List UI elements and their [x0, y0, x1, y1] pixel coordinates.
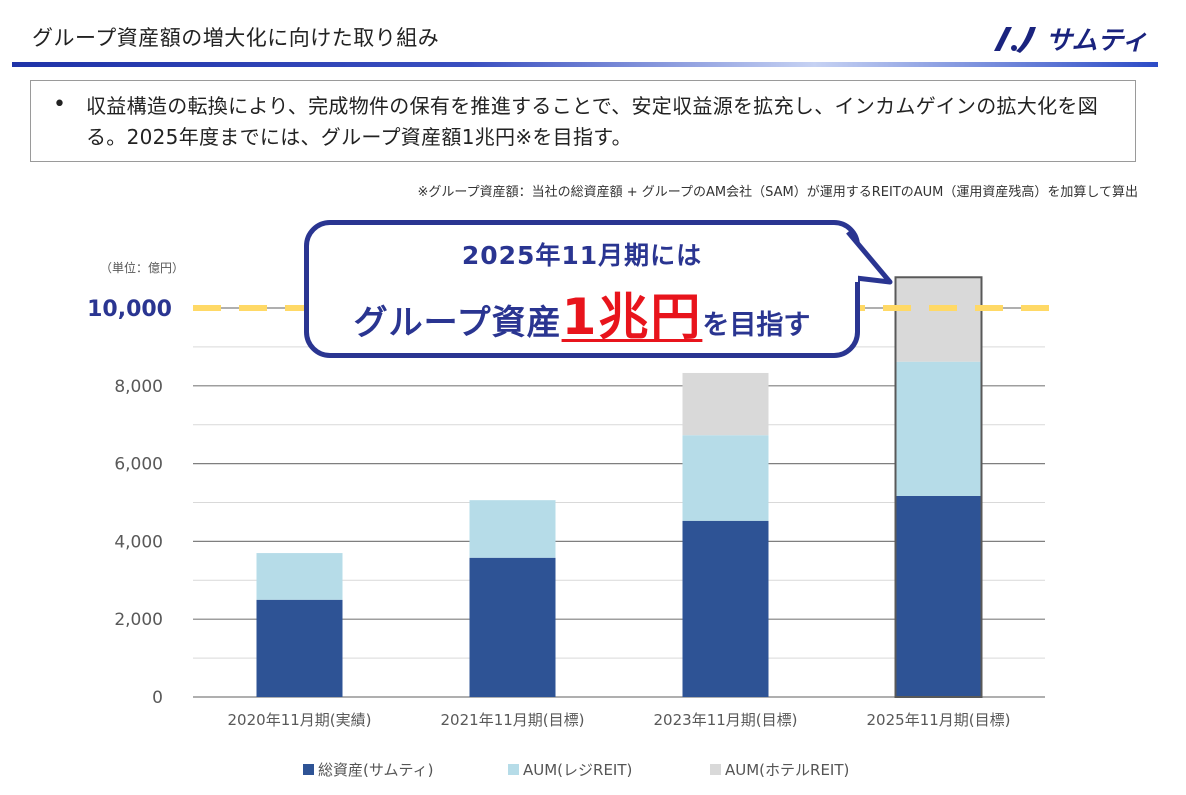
y-tick-label: 6,000 [114, 455, 163, 475]
summary-text: 収益構造の転換により、完成物件の保有を推進することで、安定収益源を拡充し、インカ… [86, 94, 1098, 149]
bar-segment [469, 500, 556, 558]
bar-segment [682, 520, 769, 697]
callout-pointer [846, 230, 893, 285]
bar-segment [682, 372, 769, 436]
legend-label: AUM(ホテルREIT) [725, 761, 850, 779]
legend-swatch [303, 764, 314, 775]
bar-segment [469, 557, 556, 697]
logo-text: サムティ [1046, 26, 1148, 56]
logo-mark-swoosh-2 [1016, 27, 1036, 53]
callout-suffix: を目指す [702, 310, 811, 341]
y-tick-label: 2,000 [114, 610, 163, 630]
legend-swatch [508, 764, 519, 775]
legend-label: 総資産(サムティ) [318, 761, 434, 779]
target-line-label: 10,000 [87, 297, 172, 322]
bars [256, 276, 983, 698]
logo-mark-swoosh-1 [994, 27, 1012, 51]
legend-item: AUM(ホテルREIT) [710, 759, 849, 780]
y-tick-label: 4,000 [114, 532, 163, 552]
summary-bullet: • [53, 92, 66, 117]
page-title: グループ資産額の増大化に向けた取り組み [32, 26, 440, 50]
x-tick-label: 2025年11月期(目標) [867, 711, 1011, 729]
bar-segment [256, 553, 343, 600]
legend-item: AUM(レジREIT) [508, 759, 632, 780]
bar-segment [895, 361, 982, 496]
callout-line2: グループ資産1兆円を目指す [309, 277, 855, 349]
logo-mark-dot [1011, 45, 1017, 51]
bar-outline [894, 276, 983, 698]
bar-segment [256, 599, 343, 697]
bar-segment [682, 435, 769, 521]
footnote: ※グループ資産額：当社の総資産額 + グループのAM会社（SAM）が運用するRE… [417, 185, 1138, 200]
callout-main: グループ資産 [353, 303, 562, 343]
bar-segment [895, 277, 982, 362]
callout-emphasis: 1兆円 [561, 288, 703, 346]
chart-legend: 総資産(サムティ) AUM(レジREIT) AUM(ホテルREIT) [0, 759, 1186, 781]
y-tick-label: 8,000 [114, 377, 163, 397]
x-tick-label: 2021年11月期(目標) [441, 711, 585, 729]
callout-line1: 2025年11月期には [461, 241, 703, 270]
samty-logo: サムティ [994, 26, 1148, 56]
header-divider [12, 62, 1158, 67]
unit-label: （単位：億円） [100, 260, 184, 275]
bar-segment [895, 495, 982, 697]
summary-box: • 収益構造の転換により、完成物件の保有を推進することで、安定収益源を拡充し、イ… [30, 80, 1136, 162]
x-tick-label: 2020年11月期(実績) [228, 711, 372, 729]
target-callout: 2025年11月期には グループ資産1兆円を目指す [304, 220, 860, 358]
legend-swatch [710, 764, 721, 775]
y-tick-label: 0 [152, 688, 163, 708]
legend-label: AUM(レジREIT) [523, 761, 633, 779]
legend-item: 総資産(サムティ) [303, 759, 434, 780]
x-tick-label: 2023年11月期(目標) [654, 711, 798, 729]
